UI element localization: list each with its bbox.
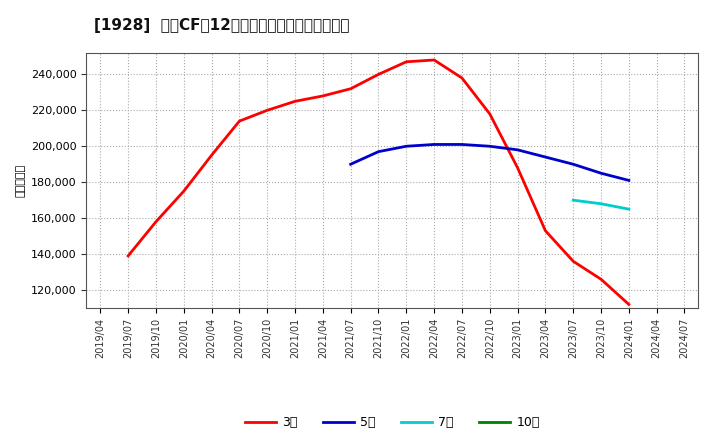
3年 xyxy=(374,72,383,77)
3年 xyxy=(291,99,300,104)
Line: 7年: 7年 xyxy=(573,200,629,209)
3年 xyxy=(485,111,494,117)
3年 xyxy=(124,253,132,259)
3年 xyxy=(346,86,355,92)
5年 xyxy=(402,143,410,149)
Text: [1928]  営業CFだ12か月移動合計の平均値の推移: [1928] 営業CFだ12か月移動合計の平均値の推移 xyxy=(94,18,349,33)
5年 xyxy=(346,161,355,167)
3年 xyxy=(318,93,327,99)
Legend: 3年, 5年, 7年, 10年: 3年, 5年, 7年, 10年 xyxy=(240,411,545,434)
3年 xyxy=(235,118,243,124)
3年 xyxy=(263,108,271,113)
Line: 3年: 3年 xyxy=(128,60,629,304)
3年 xyxy=(569,259,577,264)
Y-axis label: （百万円）: （百万円） xyxy=(15,164,25,197)
5年 xyxy=(541,154,550,160)
3年 xyxy=(179,189,188,194)
5年 xyxy=(374,149,383,154)
5年 xyxy=(597,171,606,176)
5年 xyxy=(458,142,467,147)
7年 xyxy=(597,201,606,206)
5年 xyxy=(569,161,577,167)
7年 xyxy=(624,206,633,212)
3年 xyxy=(624,302,633,307)
Line: 5年: 5年 xyxy=(351,144,629,180)
3年 xyxy=(402,59,410,64)
3年 xyxy=(430,57,438,62)
3年 xyxy=(207,153,216,158)
7年 xyxy=(569,198,577,203)
3年 xyxy=(513,165,522,170)
3年 xyxy=(152,219,161,224)
5年 xyxy=(513,147,522,153)
3年 xyxy=(597,277,606,282)
3年 xyxy=(541,228,550,233)
5年 xyxy=(485,143,494,149)
5年 xyxy=(624,178,633,183)
5年 xyxy=(430,142,438,147)
3年 xyxy=(458,75,467,81)
